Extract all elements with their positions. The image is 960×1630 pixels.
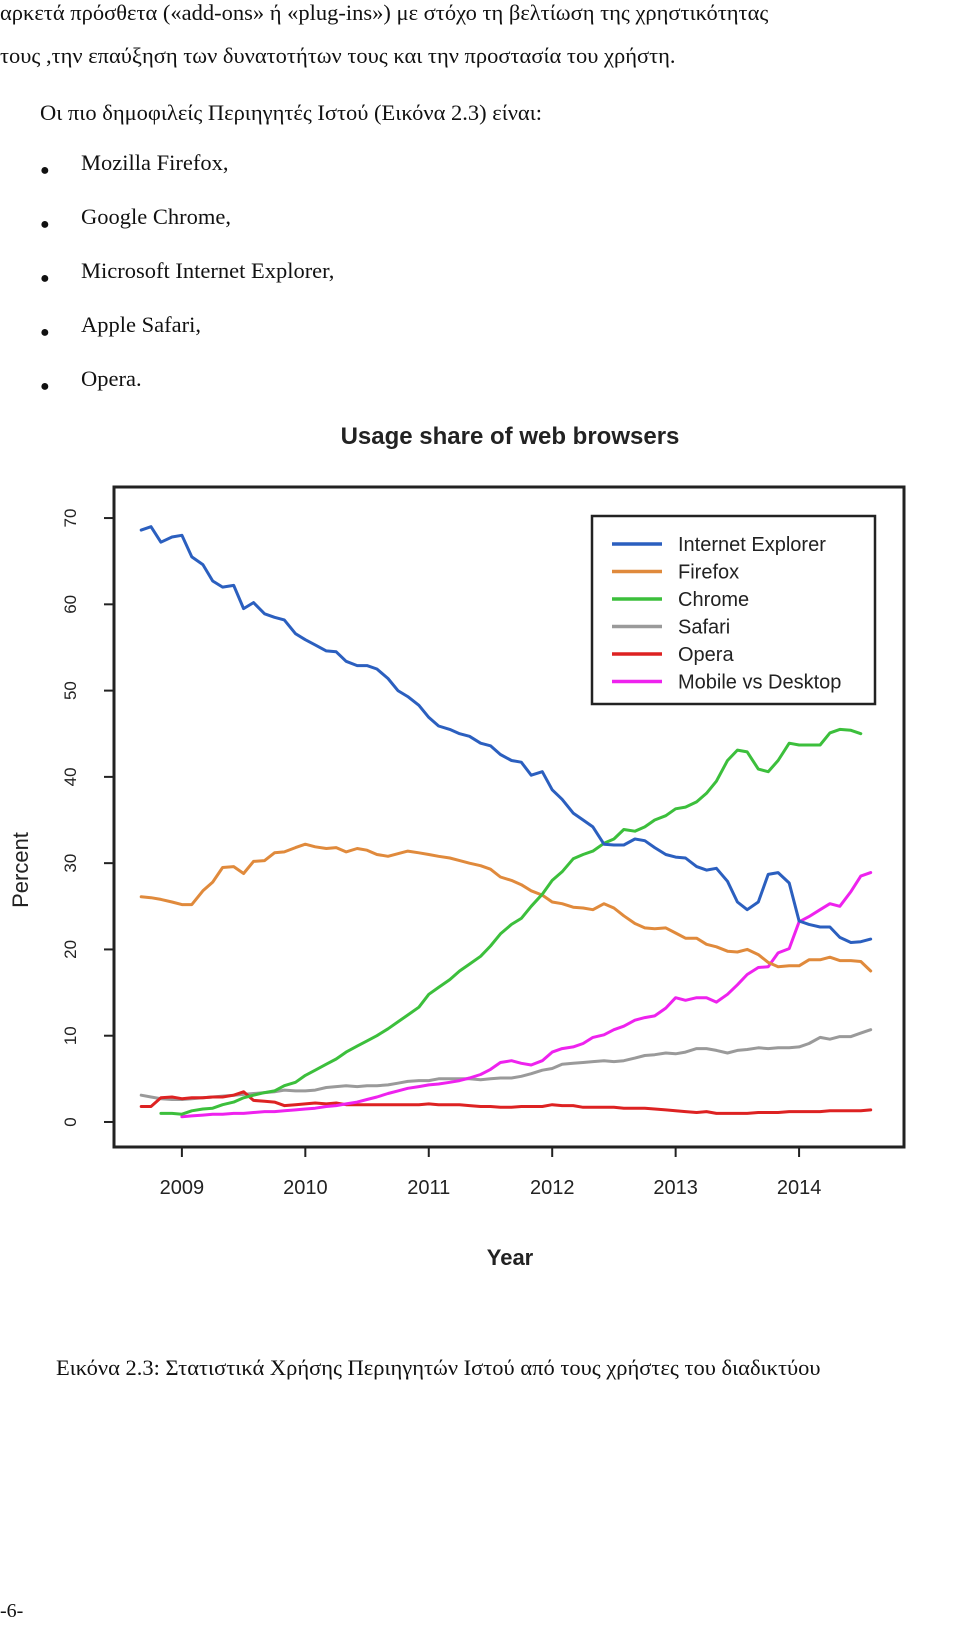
page-number: -6-: [0, 1600, 24, 1622]
series-line-firefox: [139, 842, 873, 973]
y-axis-label: Percent: [8, 832, 33, 908]
x-tick-label: 2013: [653, 1177, 698, 1199]
y-tick-label: 60: [61, 595, 80, 614]
bullet-icon: ●: [40, 324, 50, 341]
y-axis: 0 10 20 30 40 50 60 70: [61, 509, 114, 1127]
list-item-text: Mozilla Firefox,: [81, 150, 229, 175]
x-tick-label: 2011: [407, 1177, 450, 1199]
x-tick-label: 2014: [777, 1177, 822, 1199]
intro-sentence: Οι πιο δημοφιλείς Περιηγητές Ιστού (Εικό…: [40, 100, 543, 125]
x-tick-label: 2010: [283, 1177, 328, 1199]
legend-label: Mobile vs Desktop: [678, 672, 841, 694]
y-tick-label: 40: [61, 767, 80, 786]
figure-caption: Εικόνα 2.3: Στατιστικά Χρήσης Περιηγητών…: [56, 1355, 821, 1380]
x-axis: 2009 2010 2011 2012 2013 2014: [160, 1147, 822, 1199]
list-item-text: Google Chrome,: [81, 204, 231, 229]
x-axis-label: Year: [487, 1245, 534, 1270]
series-lines: [139, 525, 873, 1119]
series-line-safari: [139, 1028, 873, 1101]
y-tick-label: 0: [61, 1117, 80, 1126]
list-item-text: Apple Safari,: [81, 312, 201, 337]
chart-legend: Internet Explorer Firefox Chrome Safari Oper…: [590, 514, 877, 706]
x-tick-label: 2009: [160, 1177, 205, 1199]
bullet-icon: ●: [40, 270, 50, 287]
series-line-mobile-vs-desktop: [180, 871, 873, 1119]
legend-box: [590, 514, 877, 706]
legend-label: Firefox: [678, 562, 739, 584]
bullet-icon: ●: [40, 216, 50, 233]
legend-label: Opera: [678, 644, 734, 666]
series-line-opera: [139, 1090, 873, 1115]
legend-label: Internet Explorer: [678, 534, 826, 556]
y-tick-label: 20: [61, 940, 80, 959]
series-line-internet-explorer: [139, 525, 873, 944]
bullet-icon: ●: [40, 378, 50, 395]
y-tick-label: 50: [61, 681, 80, 700]
paragraph-line-1: αρκετά πρόσθετα («add-ons» ή «plug-ins»)…: [0, 0, 769, 25]
plot-frame: [112, 485, 906, 1149]
y-tick-label: 70: [61, 509, 80, 528]
list-item-text: Opera.: [81, 366, 142, 391]
chart-title: Usage share of web browsers: [341, 423, 680, 450]
legend-label: Safari: [678, 617, 730, 639]
browser-usage-chart: Usage share of web browsers 0 10 20 30 40 50 6…: [8, 423, 906, 1270]
series-line-chrome: [159, 727, 863, 1116]
list-item-text: Microsoft Internet Explorer,: [81, 258, 335, 283]
y-tick-label: 10: [61, 1026, 80, 1045]
legend-label: Chrome: [678, 589, 749, 611]
y-tick-label: 30: [61, 854, 80, 873]
bullet-icon: ●: [40, 162, 50, 179]
paragraph-line-2: τους ,την επαύξηση των δυνατοτήτων τους …: [0, 43, 676, 68]
x-tick-label: 2012: [530, 1177, 575, 1199]
